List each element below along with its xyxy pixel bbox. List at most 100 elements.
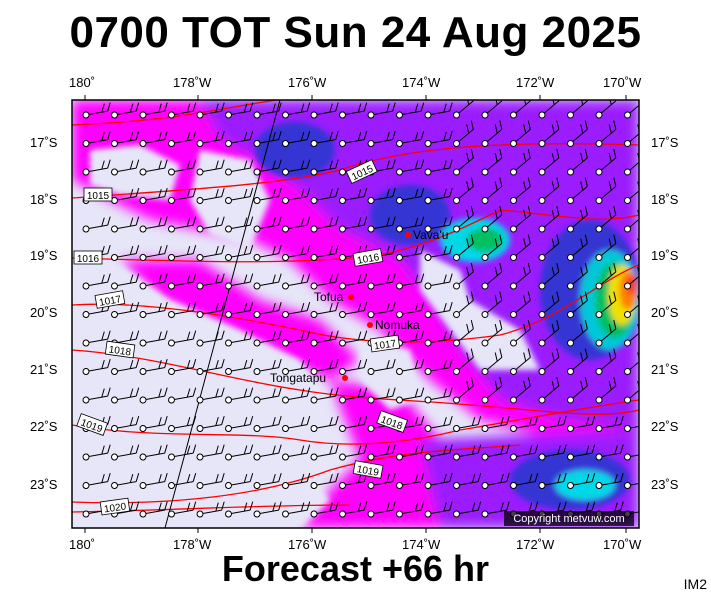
wind-barb — [282, 187, 311, 204]
wind-barb — [481, 472, 510, 489]
isobar-label: 1017 — [94, 290, 126, 309]
lon-label: 176˚W — [288, 75, 327, 90]
wind-barb — [168, 444, 197, 461]
isobar-label: 1020 — [99, 497, 131, 515]
wind-barb — [567, 206, 588, 233]
copyright-label: Copyright metvuw.com — [513, 513, 624, 525]
wind-barb — [253, 415, 282, 432]
wind-barb — [510, 263, 531, 290]
wind-barb — [196, 501, 225, 518]
wind-barb — [225, 216, 254, 233]
wind-barb — [510, 120, 531, 147]
wind-barb — [453, 472, 482, 489]
wind-barb — [567, 263, 588, 290]
wind-barb — [111, 301, 140, 318]
lat-label: 22˚S — [651, 419, 679, 434]
isobar-label: 1017 — [369, 334, 401, 352]
wind-barb — [196, 358, 225, 375]
wind-barb — [82, 159, 111, 176]
svg-text:1015: 1015 — [87, 191, 110, 202]
wind-barb — [168, 244, 197, 261]
lon-label: 180˚ — [69, 537, 96, 552]
lat-label: 20˚S — [30, 305, 58, 320]
wind-barb — [567, 320, 588, 347]
wind-barb — [282, 501, 311, 518]
wind-barb — [168, 301, 197, 318]
wind-barb — [168, 216, 197, 233]
wind-barb — [567, 234, 588, 261]
wind-barb — [168, 501, 197, 518]
wind-barb — [396, 273, 425, 290]
lat-label: 18˚S — [30, 192, 58, 207]
lon-label: 172˚W — [516, 537, 555, 552]
wind-barb — [139, 330, 168, 347]
wind-barb — [111, 244, 140, 261]
wind-barb — [111, 415, 140, 432]
wind-barb — [624, 181, 639, 204]
wind-barb — [624, 323, 639, 347]
wind-barb — [453, 348, 474, 375]
wind-barb — [453, 263, 474, 290]
wind-barb — [139, 472, 168, 489]
wind-barb — [367, 216, 396, 233]
wind-barb — [253, 387, 282, 404]
wind-barb — [481, 234, 503, 261]
wind-barb — [367, 273, 396, 290]
wind-barb — [253, 501, 282, 518]
wind-barb — [424, 130, 453, 147]
wind-barb — [538, 120, 560, 147]
lat-label: 19˚S — [30, 248, 58, 263]
wind-barb — [82, 102, 111, 119]
wind-barb — [282, 244, 311, 261]
wind-barb — [196, 330, 225, 347]
lon-label: 170˚W — [603, 537, 642, 552]
place-dot — [367, 322, 373, 328]
wind-barb — [595, 472, 624, 489]
place-dot — [405, 232, 411, 238]
wind-barb — [168, 358, 197, 375]
lat-label: 21˚S — [651, 362, 679, 377]
wind-barb — [168, 415, 197, 432]
wind-barb — [595, 377, 617, 404]
wind-barb — [367, 301, 396, 318]
wind-barb — [367, 387, 396, 404]
wind-barb — [253, 159, 282, 176]
isobar-label: 1016 — [73, 250, 103, 265]
wind-barb — [453, 177, 474, 204]
wind-barb — [111, 472, 140, 489]
isobar-label: 1016 — [352, 248, 384, 267]
lon-label: 172˚W — [516, 75, 555, 90]
wind-barb — [82, 330, 111, 347]
wind-barb — [111, 130, 140, 147]
lat-label: 23˚S — [651, 477, 679, 492]
wind-barb — [196, 102, 225, 119]
wind-barb — [396, 216, 425, 233]
place-label: Vava'u — [413, 228, 448, 242]
wind-barb — [82, 472, 111, 489]
wind-barb — [339, 273, 368, 290]
wind-barb — [538, 472, 567, 489]
wind-barb — [595, 415, 624, 432]
wind-barb — [139, 130, 168, 147]
wind-barb — [396, 501, 425, 518]
wind-barb — [453, 444, 482, 461]
wind-barb — [424, 159, 453, 176]
wind-barb — [424, 244, 453, 261]
wind-barb — [510, 415, 539, 432]
wind-barb — [481, 377, 503, 404]
wind-barb — [253, 273, 282, 290]
wind-barb — [481, 291, 503, 318]
wind-barb — [424, 444, 453, 461]
wind-barb — [367, 102, 396, 119]
wind-barb — [396, 301, 425, 318]
wind-barb — [424, 358, 453, 375]
wind-barb — [396, 187, 425, 204]
wind-barb — [168, 187, 197, 204]
wind-barb — [424, 301, 453, 318]
wind-barb — [225, 301, 254, 318]
wind-barb — [196, 187, 225, 204]
wind-barb — [339, 130, 368, 147]
wind-barb — [168, 102, 197, 119]
lat-label: 20˚S — [651, 305, 679, 320]
wind-barb — [82, 358, 111, 375]
